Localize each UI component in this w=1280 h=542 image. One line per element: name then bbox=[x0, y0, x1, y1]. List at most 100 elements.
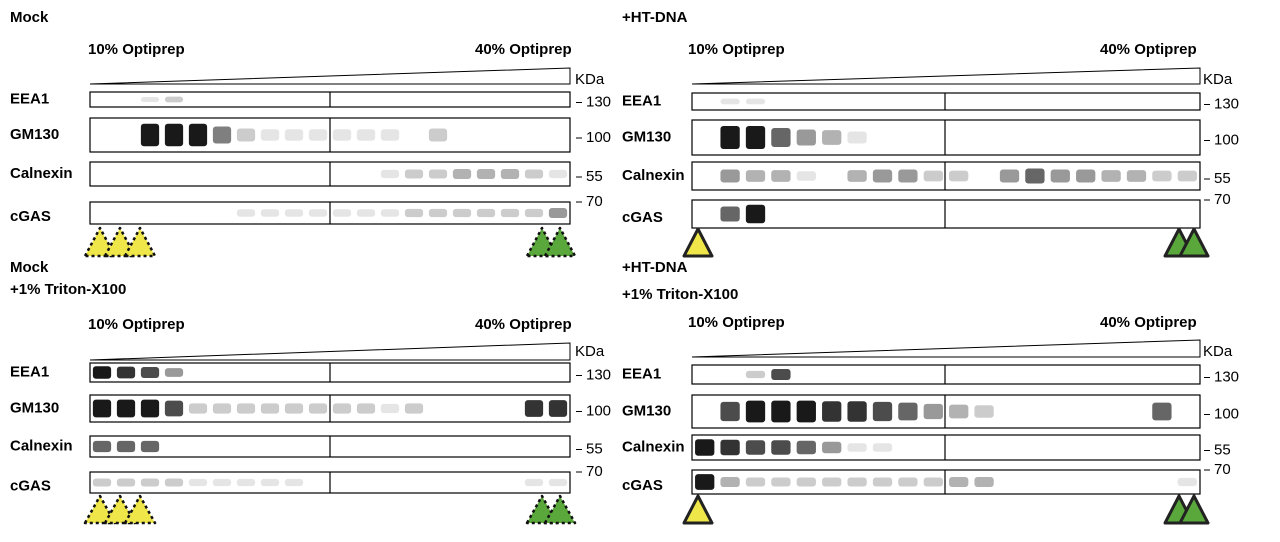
band bbox=[524, 400, 544, 417]
band bbox=[898, 169, 918, 183]
band bbox=[720, 439, 740, 456]
band bbox=[332, 209, 352, 217]
band bbox=[308, 129, 328, 141]
row-label: GM130 bbox=[622, 402, 671, 419]
band bbox=[720, 401, 740, 422]
band bbox=[116, 440, 136, 453]
band bbox=[188, 478, 208, 487]
band bbox=[872, 477, 893, 487]
row-label: GM130 bbox=[622, 128, 671, 145]
band bbox=[548, 400, 568, 417]
marker-label: 100 bbox=[1214, 131, 1239, 148]
band bbox=[452, 168, 472, 180]
band bbox=[695, 439, 715, 456]
band bbox=[164, 368, 184, 377]
band bbox=[720, 476, 740, 488]
band bbox=[771, 368, 791, 381]
band bbox=[212, 478, 232, 487]
blot-strip bbox=[691, 92, 1201, 111]
band bbox=[822, 130, 842, 145]
panel-title: Mock bbox=[10, 259, 49, 276]
band bbox=[796, 400, 816, 423]
band bbox=[476, 208, 496, 218]
band bbox=[796, 477, 816, 487]
band bbox=[212, 403, 232, 414]
band bbox=[974, 405, 994, 418]
gradient-high: 40% Optiprep bbox=[1100, 41, 1197, 58]
band bbox=[949, 170, 969, 182]
band bbox=[140, 96, 160, 103]
band bbox=[284, 129, 304, 141]
band bbox=[140, 478, 160, 487]
band bbox=[116, 366, 136, 379]
row-label: GM130 bbox=[10, 126, 59, 143]
band bbox=[771, 440, 791, 455]
band bbox=[923, 170, 943, 182]
band bbox=[356, 403, 376, 414]
band bbox=[847, 170, 867, 182]
band bbox=[796, 129, 816, 146]
band bbox=[140, 123, 160, 147]
yellow-marker bbox=[123, 226, 157, 258]
band bbox=[872, 169, 893, 183]
band bbox=[796, 440, 816, 455]
band bbox=[476, 168, 496, 180]
band bbox=[847, 401, 867, 422]
marker-label: 55 bbox=[586, 168, 603, 185]
marker-label: 55 bbox=[1214, 441, 1231, 458]
gradient-wedge bbox=[89, 342, 571, 361]
unit-label: KDa bbox=[1203, 71, 1233, 88]
band bbox=[524, 208, 544, 218]
unit-label: KDa bbox=[1203, 343, 1233, 360]
band bbox=[260, 129, 280, 141]
band bbox=[284, 478, 304, 487]
marker-label: 130 bbox=[586, 93, 611, 110]
band bbox=[308, 209, 328, 217]
marker-label: 55 bbox=[1214, 170, 1231, 187]
band bbox=[949, 404, 969, 419]
band bbox=[1177, 170, 1197, 182]
band bbox=[923, 403, 943, 420]
band bbox=[380, 129, 400, 141]
band bbox=[428, 169, 448, 179]
marker-label: 70 bbox=[586, 463, 603, 480]
gradient-low: 10% Optiprep bbox=[88, 41, 185, 58]
yellow-marker bbox=[682, 494, 714, 525]
band bbox=[260, 403, 280, 414]
band bbox=[720, 169, 740, 183]
band bbox=[308, 403, 328, 414]
band bbox=[116, 478, 136, 487]
gradient-wedge bbox=[89, 67, 571, 85]
band bbox=[92, 366, 112, 379]
marker-label: 100 bbox=[586, 402, 611, 419]
band bbox=[1050, 169, 1070, 183]
band bbox=[1101, 170, 1121, 182]
gradient-low: 10% Optiprep bbox=[688, 314, 785, 331]
panel-title: +1% Triton-X100 bbox=[622, 286, 738, 303]
band bbox=[380, 169, 400, 179]
band bbox=[847, 131, 867, 144]
band bbox=[720, 206, 740, 222]
panel-title: Mock bbox=[10, 9, 49, 26]
band bbox=[745, 204, 766, 224]
band bbox=[949, 476, 969, 488]
band bbox=[1152, 402, 1172, 421]
band bbox=[745, 440, 766, 455]
marker-label: 100 bbox=[586, 129, 611, 146]
band bbox=[404, 208, 424, 218]
band bbox=[284, 403, 304, 414]
band bbox=[974, 476, 994, 488]
band bbox=[847, 477, 867, 487]
band bbox=[188, 403, 208, 414]
band bbox=[164, 123, 184, 147]
band bbox=[524, 478, 544, 487]
band bbox=[771, 128, 791, 147]
band bbox=[898, 402, 918, 421]
row-label: cGAS bbox=[622, 209, 663, 226]
band bbox=[745, 370, 766, 379]
marker-label: 70 bbox=[1214, 461, 1231, 478]
band bbox=[548, 169, 568, 179]
row-label: EEA1 bbox=[622, 365, 661, 382]
band bbox=[822, 441, 842, 454]
band bbox=[745, 125, 766, 150]
